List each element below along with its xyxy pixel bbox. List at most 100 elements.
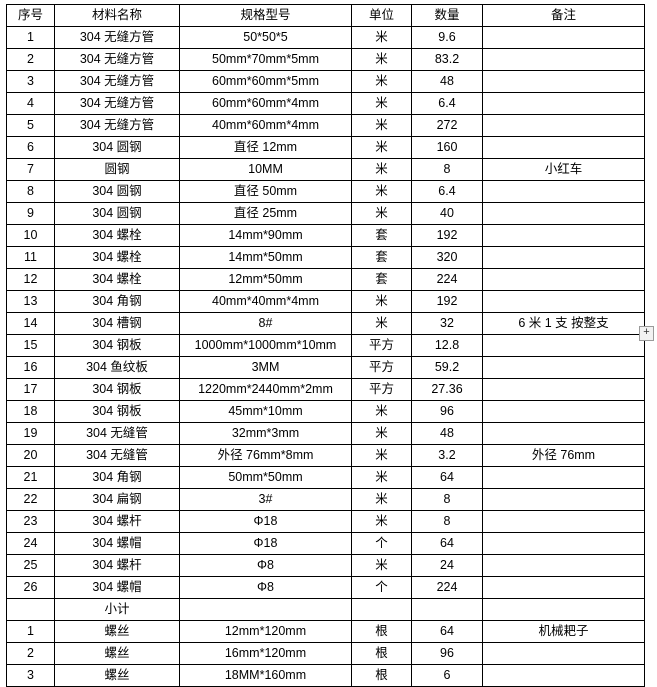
- table-cell[interactable]: 304 螺杆: [54, 554, 180, 577]
- table-cell[interactable]: 224: [411, 576, 483, 599]
- table-cell[interactable]: 直径 25mm: [179, 202, 352, 225]
- table-cell[interactable]: 8: [411, 488, 483, 511]
- table-cell[interactable]: 83.2: [411, 48, 483, 71]
- table-cell[interactable]: 米: [351, 444, 412, 467]
- table-cell[interactable]: 直径 50mm: [179, 180, 352, 203]
- table-cell[interactable]: 12.8: [411, 334, 483, 357]
- table-cell[interactable]: [482, 136, 645, 159]
- table-cell[interactable]: 48: [411, 70, 483, 93]
- table-cell[interactable]: 10: [6, 224, 55, 247]
- table-cell[interactable]: 6: [6, 136, 55, 159]
- table-cell[interactable]: Φ8: [179, 576, 352, 599]
- table-cell[interactable]: 11: [6, 246, 55, 269]
- table-cell[interactable]: 18MM*160mm: [179, 664, 352, 687]
- table-cell[interactable]: [482, 48, 645, 71]
- table-cell[interactable]: [482, 92, 645, 115]
- table-cell[interactable]: 304 槽钢: [54, 312, 180, 335]
- table-cell[interactable]: 304 无缝方管: [54, 92, 180, 115]
- table-cell[interactable]: [482, 334, 645, 357]
- table-cell[interactable]: 304 扁钢: [54, 488, 180, 511]
- table-cell[interactable]: [482, 488, 645, 511]
- table-cell[interactable]: 24: [6, 532, 55, 555]
- table-cell[interactable]: 304 螺杆: [54, 510, 180, 533]
- table-cell[interactable]: 304 螺栓: [54, 246, 180, 269]
- table-cell[interactable]: 304 无缝方管: [54, 114, 180, 137]
- table-cell[interactable]: 304 圆钢: [54, 136, 180, 159]
- table-cell[interactable]: 米: [351, 70, 412, 93]
- table-cell[interactable]: 米: [351, 136, 412, 159]
- table-cell[interactable]: 7: [6, 158, 55, 181]
- table-cell[interactable]: [482, 466, 645, 489]
- table-cell[interactable]: [482, 290, 645, 313]
- table-cell[interactable]: 12: [6, 268, 55, 291]
- table-cell[interactable]: 套: [351, 224, 412, 247]
- table-cell[interactable]: 套: [351, 246, 412, 269]
- table-cell[interactable]: 14mm*90mm: [179, 224, 352, 247]
- table-cell[interactable]: 米: [351, 158, 412, 181]
- table-cell[interactable]: 个: [351, 576, 412, 599]
- table-cell[interactable]: 50*50*5: [179, 26, 352, 49]
- table-cell[interactable]: 米: [351, 400, 412, 423]
- table-cell[interactable]: 25: [6, 554, 55, 577]
- table-cell[interactable]: 96: [411, 400, 483, 423]
- table-cell[interactable]: [6, 598, 55, 621]
- table-cell[interactable]: [482, 510, 645, 533]
- table-cell[interactable]: 4: [6, 92, 55, 115]
- table-cell[interactable]: 8: [411, 510, 483, 533]
- table-cell[interactable]: 26: [6, 576, 55, 599]
- table-cell[interactable]: 304 无缝方管: [54, 70, 180, 93]
- table-cell[interactable]: [482, 400, 645, 423]
- table-cell[interactable]: 根: [351, 642, 412, 665]
- table-cell[interactable]: 48: [411, 422, 483, 445]
- table-cell[interactable]: 平方: [351, 378, 412, 401]
- table-cell[interactable]: 8#: [179, 312, 352, 335]
- table-cell[interactable]: 304 螺栓: [54, 268, 180, 291]
- table-cell[interactable]: 6 米 1 支 按整支: [482, 312, 645, 335]
- table-cell[interactable]: 304 钢板: [54, 378, 180, 401]
- table-cell[interactable]: 18: [6, 400, 55, 423]
- table-cell[interactable]: 米: [351, 48, 412, 71]
- table-cell[interactable]: 9: [6, 202, 55, 225]
- table-cell[interactable]: [351, 598, 412, 621]
- table-cell[interactable]: 5: [6, 114, 55, 137]
- table-cell[interactable]: 304 螺帽: [54, 576, 180, 599]
- table-cell[interactable]: 机械耙子: [482, 620, 645, 643]
- table-cell[interactable]: 2: [6, 642, 55, 665]
- table-cell[interactable]: 平方: [351, 334, 412, 357]
- table-cell[interactable]: [482, 268, 645, 291]
- table-cell[interactable]: 96: [411, 642, 483, 665]
- table-cell[interactable]: 15: [6, 334, 55, 357]
- table-cell[interactable]: [482, 26, 645, 49]
- table-cell[interactable]: [482, 576, 645, 599]
- table-cell[interactable]: 螺丝: [54, 642, 180, 665]
- table-cell[interactable]: 根: [351, 620, 412, 643]
- table-cell[interactable]: 外径 76mm: [482, 444, 645, 467]
- table-cell[interactable]: 40mm*40mm*4mm: [179, 290, 352, 313]
- table-cell[interactable]: 3: [6, 70, 55, 93]
- table-cell[interactable]: 米: [351, 202, 412, 225]
- table-cell[interactable]: [482, 554, 645, 577]
- table-cell[interactable]: 个: [351, 532, 412, 555]
- table-cell[interactable]: [482, 378, 645, 401]
- table-cell[interactable]: [411, 598, 483, 621]
- table-cell[interactable]: 320: [411, 246, 483, 269]
- table-cell[interactable]: 米: [351, 422, 412, 445]
- table-cell[interactable]: Φ18: [179, 510, 352, 533]
- table-cell[interactable]: 1000mm*1000mm*10mm: [179, 334, 352, 357]
- table-cell[interactable]: 304 圆钢: [54, 202, 180, 225]
- table-cell[interactable]: Φ18: [179, 532, 352, 555]
- table-cell[interactable]: 60mm*60mm*4mm: [179, 92, 352, 115]
- table-cell[interactable]: [482, 246, 645, 269]
- table-cell[interactable]: 24: [411, 554, 483, 577]
- table-cell[interactable]: 13: [6, 290, 55, 313]
- table-cell[interactable]: 160: [411, 136, 483, 159]
- table-cell[interactable]: 6.4: [411, 180, 483, 203]
- table-cell[interactable]: 8: [6, 180, 55, 203]
- table-cell[interactable]: 米: [351, 92, 412, 115]
- table-cell[interactable]: 304 无缝方管: [54, 26, 180, 49]
- table-cell[interactable]: 小计: [54, 598, 180, 621]
- table-cell[interactable]: 平方: [351, 356, 412, 379]
- table-cell[interactable]: 304 鱼纹板: [54, 356, 180, 379]
- expand-outline-button[interactable]: +: [639, 326, 654, 341]
- table-cell[interactable]: 304 角钢: [54, 466, 180, 489]
